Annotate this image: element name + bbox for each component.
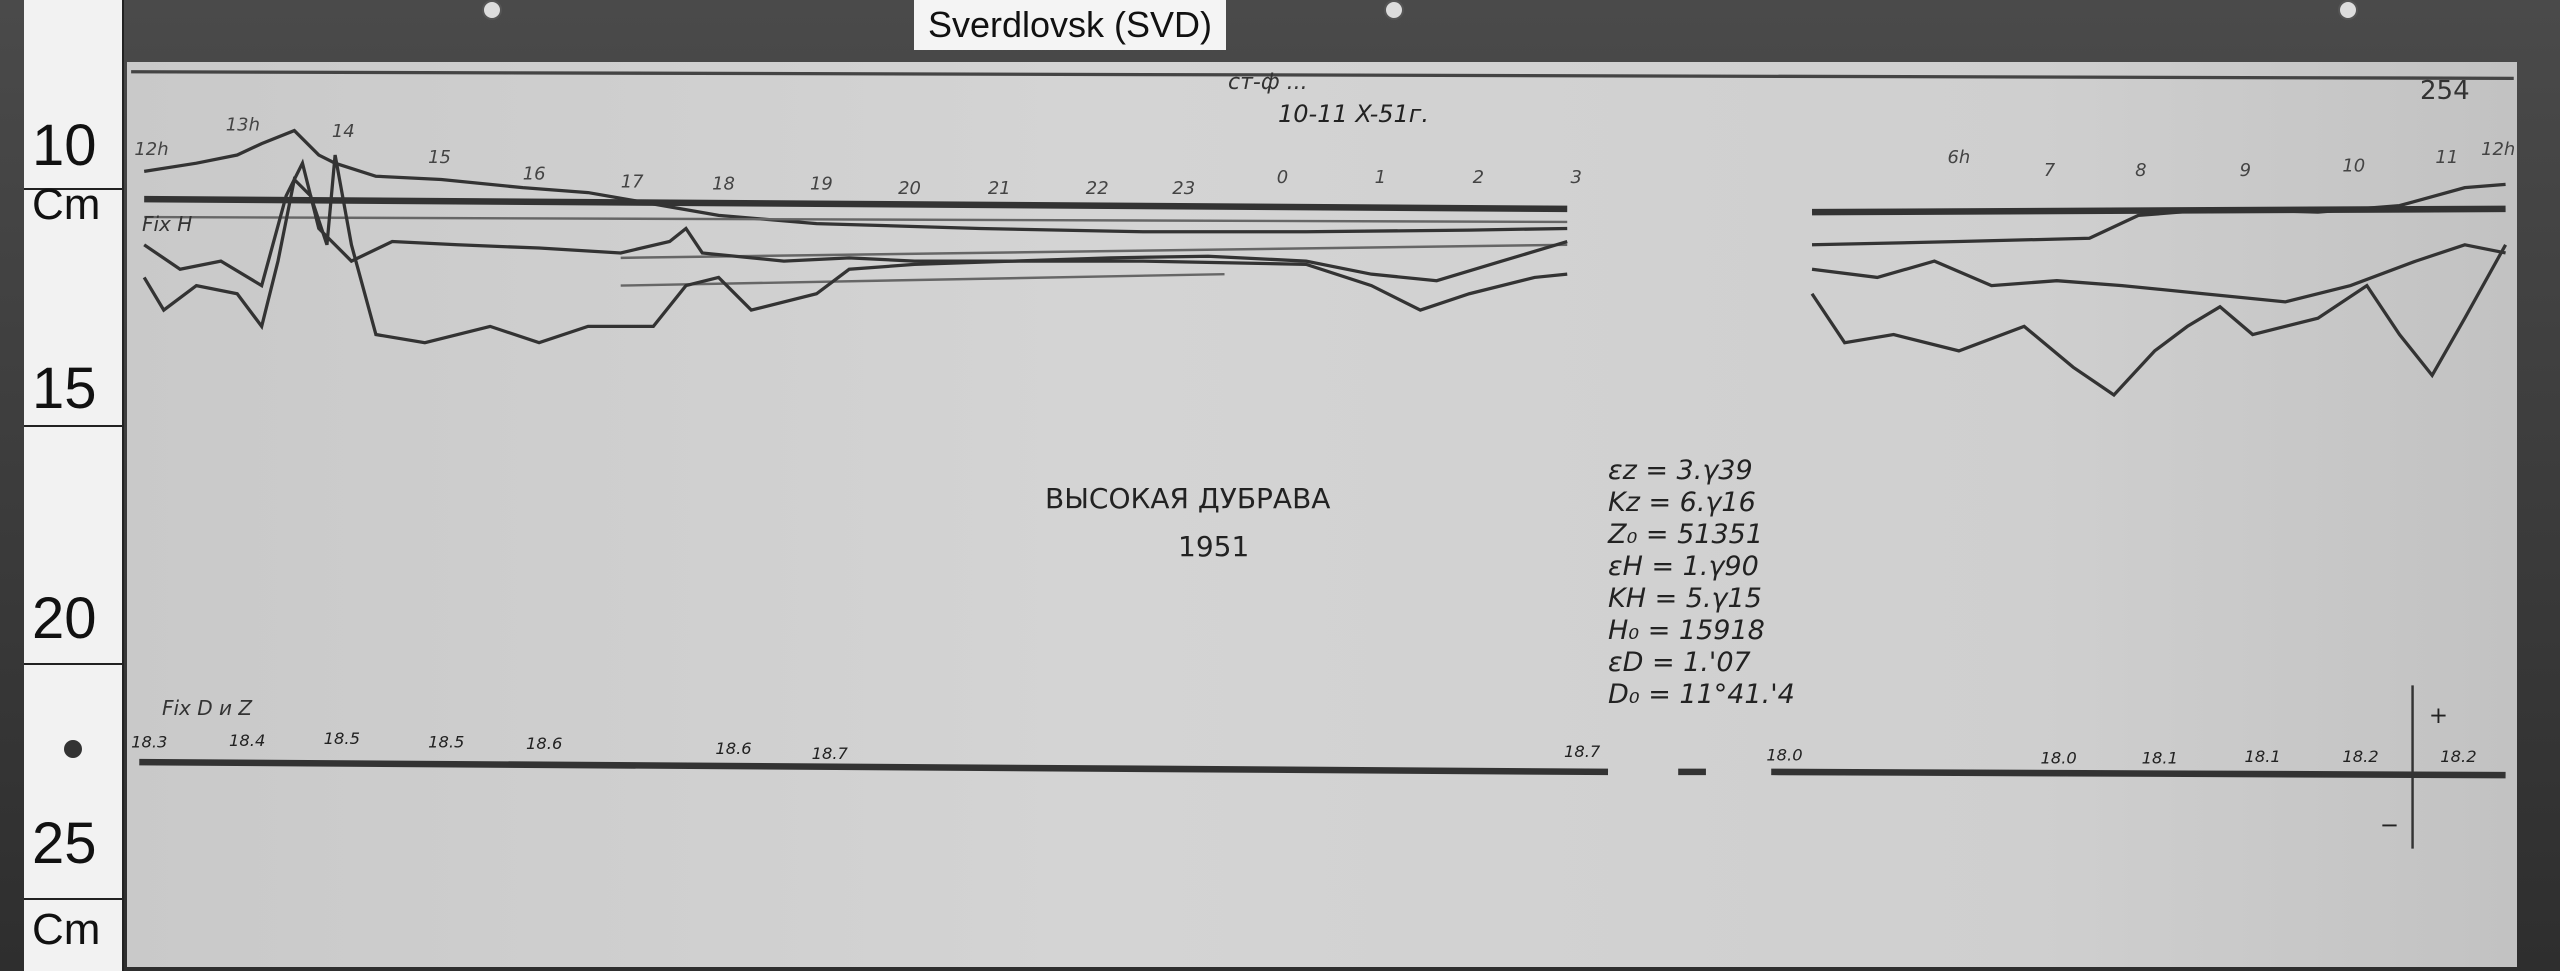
baseline-labels: 18.3 18.4 18.5 18.5 18.6 18.6 18.7 18.7 …: [131, 729, 2476, 768]
fix-h-label: Fix H: [142, 212, 193, 236]
hour-label: 7: [2044, 160, 2056, 181]
hour-label: 18: [712, 173, 735, 194]
trace-d: [143, 158, 1568, 289]
hour-label: 23: [1172, 178, 1195, 199]
ruler-label: 25: [32, 811, 97, 876]
hour-label: 17: [621, 172, 644, 193]
baseline-label: 18.4: [229, 731, 265, 750]
baseline-label: 18.2: [2440, 747, 2476, 766]
param-z0: Z₀ = 51351: [1608, 519, 1763, 550]
ruler-label: 10: [32, 113, 97, 178]
trace-z-right: [1810, 243, 2508, 398]
baseline-label: 18.1: [2244, 747, 2280, 766]
baseline-label: 18.3: [131, 732, 167, 751]
param-h0: H₀ = 15918: [1608, 615, 1765, 646]
hour-label: 9: [2240, 160, 2251, 181]
ruler-unit: Cm: [32, 180, 101, 229]
station-tag: Sverdlovsk (SVD): [914, 0, 1226, 50]
baseline-label: 18.1: [2142, 749, 2178, 768]
ruler-unit: Cm: [32, 905, 101, 954]
ruler-tick: [24, 898, 122, 900]
hour-label: 19: [810, 173, 833, 194]
param-kz: Kz = 6.γ16: [1608, 487, 1756, 518]
record-year: 1951: [1178, 530, 1250, 563]
ruler-label: 15: [32, 356, 97, 421]
ruler-tick: [24, 188, 122, 190]
hour-labels: 12h 13h 14 15 16 17 18 19 20 21 22 23 0 …: [134, 115, 2515, 200]
hour-label: 22: [1086, 178, 1109, 199]
baseline-label: 18.7: [1564, 742, 1601, 761]
minus-sign: −: [2380, 812, 2399, 838]
hour-label: 13h: [226, 115, 260, 136]
hour-label: 1: [1375, 167, 1386, 188]
scale-ruler: 10 Cm 15 20 25 Cm: [24, 0, 124, 971]
fix-dz-label: Fix D и Z: [162, 696, 253, 720]
calibration-params: εz = 3.γ39 Kz = 6.γ16 Z₀ = 51351 εH = 1.…: [1608, 455, 1795, 711]
hour-label: 21: [988, 178, 1011, 199]
param-eh: εH = 1.γ90: [1608, 551, 1759, 582]
hour-label: 12h: [2481, 139, 2515, 160]
hour-label: 12h: [134, 139, 168, 160]
hour-label: 10: [2342, 155, 2365, 176]
ruler-tick: [24, 425, 122, 427]
sheet-header: ст-ф ...: [1228, 70, 1308, 95]
ruler-label: 20: [32, 586, 97, 651]
station-name: ВЫСОКАЯ ДУБРАВА: [1045, 482, 1331, 515]
baseline-group: [139, 195, 2506, 779]
hour-label: 8: [2135, 160, 2146, 181]
sheet-number: 254: [2420, 76, 2470, 106]
hour-label: 15: [428, 147, 451, 168]
param-ez: εz = 3.γ39: [1608, 455, 1753, 486]
baseline-label: 18.6: [526, 734, 562, 753]
plus-sign: +: [2429, 703, 2448, 729]
hour-label: 6h: [1947, 147, 1970, 168]
trace-z: [142, 154, 1568, 345]
hour-label: 11: [2435, 147, 2458, 168]
hour-label: 20: [898, 178, 921, 199]
hour-label: 16: [523, 164, 546, 185]
pin: [482, 0, 502, 20]
ruler-tick: [24, 663, 122, 665]
hour-label: 2: [1473, 167, 1484, 188]
baseline-label: 18.0: [1766, 745, 1802, 764]
pin: [1384, 0, 1404, 20]
param-d0: D₀ = 11°41.'4: [1608, 679, 1795, 710]
baseline-label: 18.5: [324, 729, 360, 748]
trace-h: [143, 128, 1568, 234]
hour-label: 14: [332, 121, 355, 142]
param-ed: εD = 1.'07: [1608, 647, 1751, 678]
trace-d-right: [1811, 243, 2506, 304]
baseline-label: 18.0: [2040, 749, 2076, 768]
record-date: 10-11 X-51г.: [1278, 100, 1430, 128]
sheet-edge-line: [131, 70, 2514, 80]
pin: [2338, 0, 2358, 20]
ruler-hole: [64, 740, 82, 758]
baseline-label: 18.5: [428, 732, 464, 751]
baseline-label: 18.6: [715, 739, 751, 758]
baseline-label: 18.7: [812, 744, 849, 763]
hour-label: 0: [1277, 167, 1288, 188]
hour-label: 3: [1570, 167, 1581, 188]
baseline-label: 18.2: [2342, 747, 2378, 766]
reference-lines: [144, 215, 1568, 287]
param-kh: KH = 5.γ15: [1608, 583, 1762, 614]
